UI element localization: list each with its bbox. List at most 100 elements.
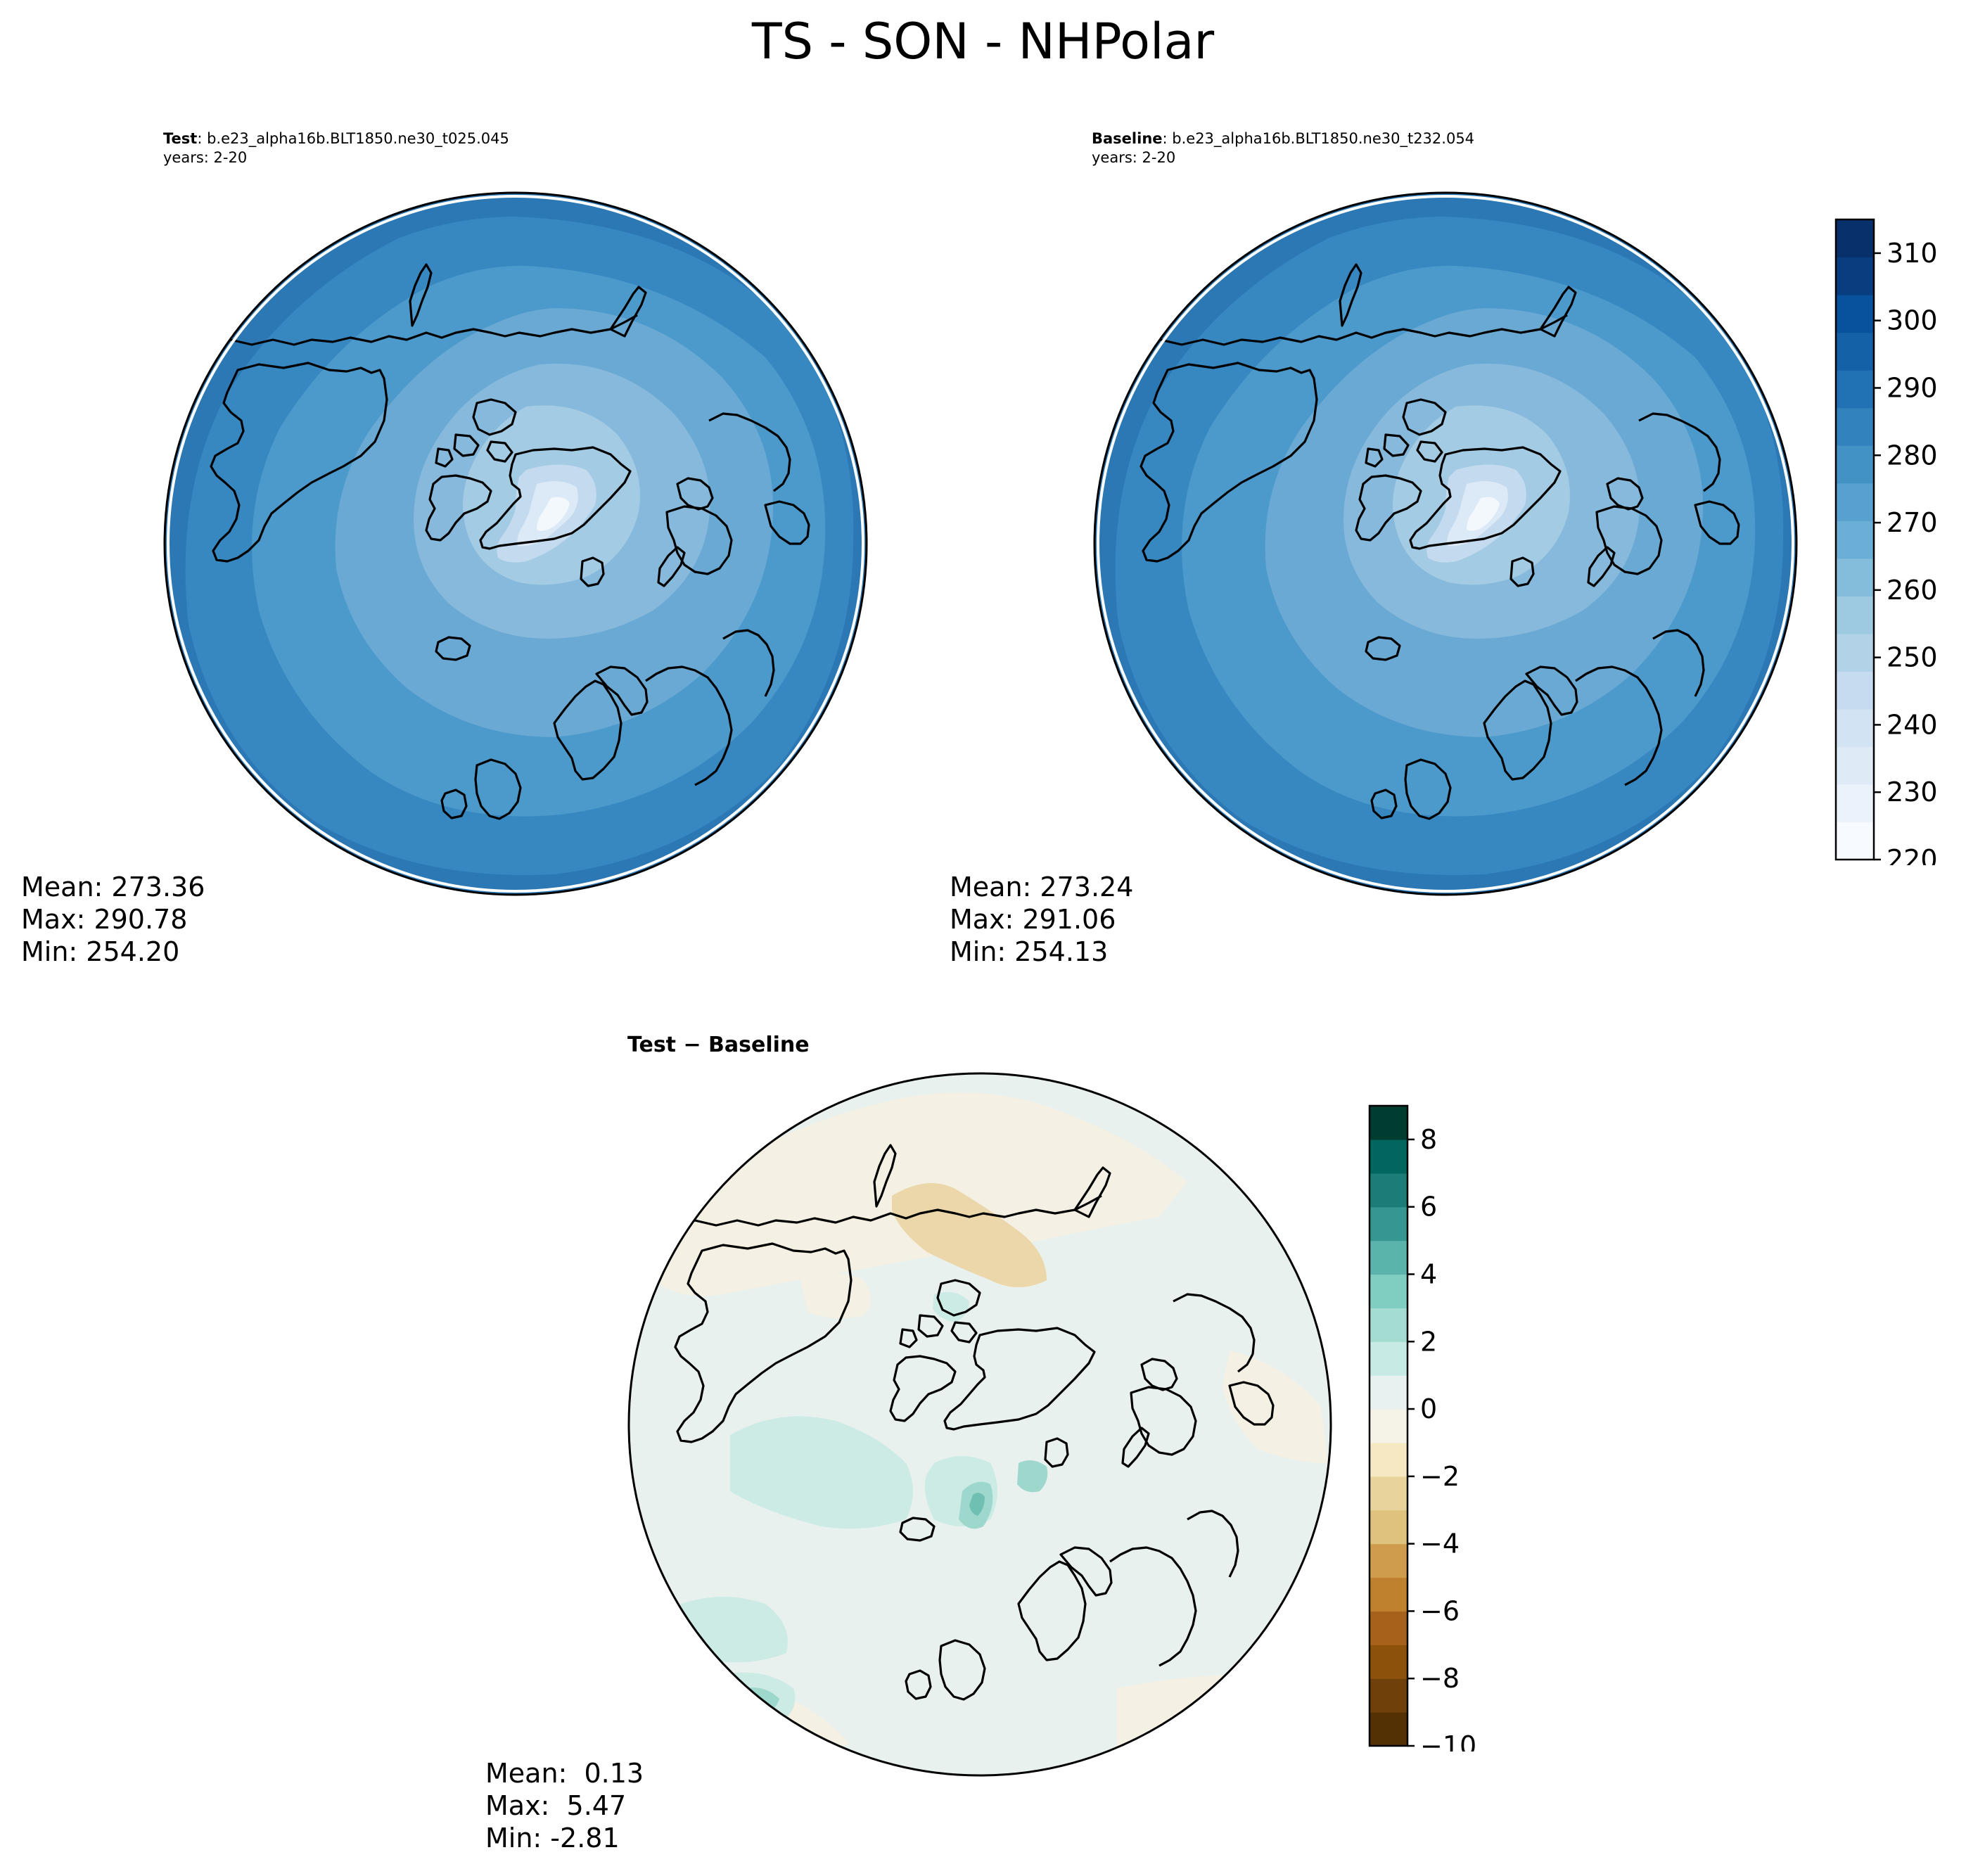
colorbar-main-segment bbox=[1836, 822, 1874, 860]
diff-coastline bbox=[899, 1517, 936, 1542]
colorbar-diff-segment bbox=[1370, 1341, 1408, 1376]
baseline-min: Min: 254.13 bbox=[950, 936, 1109, 967]
test-coastline bbox=[474, 758, 522, 820]
colorbar-main-tick-label: 300 bbox=[1887, 305, 1938, 336]
colorbar-main-tick-label: 270 bbox=[1887, 507, 1938, 538]
test-coastline bbox=[645, 665, 733, 786]
colorbar-main-segment bbox=[1836, 219, 1874, 258]
diff-contour-region bbox=[969, 1493, 985, 1516]
test-coastline bbox=[435, 447, 454, 468]
colorbar-main-tick-label: 240 bbox=[1887, 709, 1938, 740]
diff-coastline bbox=[905, 1669, 932, 1700]
baseline-stats: Mean: 273.24 Max: 291.06 Min: 254.13 bbox=[950, 871, 1133, 968]
colorbar-diff-segment bbox=[1370, 1106, 1408, 1140]
figure-title: TS - SON - NHPolar bbox=[751, 13, 1215, 70]
baseline-filled-contours bbox=[1094, 192, 1797, 895]
diff-contour-region bbox=[800, 1273, 871, 1318]
test-coastline bbox=[764, 500, 810, 545]
diff-coastline bbox=[1187, 1510, 1239, 1578]
colorbar-main-segment bbox=[1836, 558, 1874, 596]
baseline-coastline bbox=[1638, 412, 1721, 492]
baseline-coastline bbox=[1525, 665, 1578, 716]
baseline-coastline bbox=[1355, 474, 1422, 542]
diff-stats: Mean: 0.13 Max: 5.47 Min: -2.81 bbox=[485, 1757, 644, 1854]
baseline-map bbox=[1090, 189, 1801, 902]
diff-coastline bbox=[950, 1321, 978, 1344]
colorbar-diff-segment bbox=[1370, 1442, 1408, 1477]
test-case: : b.e23_alpha16b.BLT1850.ne30_t025.045 bbox=[197, 130, 509, 147]
colorbar-main-segment bbox=[1836, 445, 1874, 484]
colorbar-diff-tick-label: −8 bbox=[1420, 1663, 1460, 1694]
diff-coastline bbox=[1073, 1166, 1111, 1218]
diff-coastline bbox=[1044, 1437, 1069, 1468]
diff-coastline bbox=[653, 1194, 1102, 1234]
diff-contour-region bbox=[1117, 1674, 1328, 1776]
test-years: years: 2-20 bbox=[163, 149, 248, 166]
diff-coastline bbox=[1173, 1293, 1256, 1373]
test-map-boundary bbox=[163, 191, 868, 896]
diff-coastline bbox=[1140, 1358, 1178, 1391]
baseline-coastline bbox=[1402, 398, 1447, 436]
test-min: Min: 254.20 bbox=[21, 936, 180, 967]
test-coastline bbox=[440, 789, 468, 819]
colorbar-diff-tick-label: 4 bbox=[1420, 1258, 1437, 1289]
test-coastline bbox=[409, 263, 433, 327]
baseline-case: : b.e23_alpha16b.BLT1850.ne30_t232.054 bbox=[1162, 130, 1475, 147]
colorbar-diff-segment bbox=[1370, 1611, 1408, 1645]
test-coastline bbox=[486, 440, 513, 463]
test-filled-contours bbox=[164, 192, 867, 895]
test-coastline bbox=[472, 398, 517, 436]
colorbar-main-segment bbox=[1836, 257, 1874, 295]
baseline-mean: Mean: 273.24 bbox=[950, 872, 1134, 902]
colorbar-main-segment bbox=[1836, 483, 1874, 521]
diff-coastline bbox=[1109, 1546, 1197, 1667]
colorbar-main-tick-label: 310 bbox=[1887, 238, 1938, 269]
diff-contour-region bbox=[1017, 1460, 1048, 1493]
diff-contour-region bbox=[892, 1183, 1047, 1287]
test-coastline bbox=[435, 636, 471, 661]
colorbar-diff-tick-label: −2 bbox=[1420, 1461, 1460, 1492]
diff-coastline bbox=[674, 1242, 853, 1443]
colorbar-diff-tick-label: 6 bbox=[1420, 1192, 1437, 1223]
baseline-coastline bbox=[1694, 500, 1740, 545]
diff-map bbox=[625, 1069, 1335, 1782]
colorbar-diff-segment bbox=[1370, 1139, 1408, 1174]
diff-max: Max: 5.47 bbox=[485, 1790, 627, 1821]
test-subtitle: Test: b.e23_alpha16b.BLT1850.ne30_t025.0… bbox=[163, 129, 509, 167]
diff-coastline bbox=[1130, 1386, 1197, 1456]
baseline-coastline bbox=[1140, 362, 1318, 563]
diff-coastline bbox=[938, 1639, 986, 1701]
baseline-coastline bbox=[1119, 314, 1568, 353]
baseline-max: Max: 291.06 bbox=[950, 904, 1116, 935]
diff-coastline bbox=[1121, 1427, 1150, 1468]
baseline-coastline bbox=[1365, 636, 1401, 661]
colorbar-main-tick-label: 260 bbox=[1887, 575, 1938, 606]
colorbar-main-segment bbox=[1836, 370, 1874, 409]
diff-min: Min: -2.81 bbox=[485, 1823, 620, 1853]
baseline-coastline bbox=[1416, 440, 1443, 463]
baseline-coastline bbox=[1509, 556, 1535, 587]
baseline-coastline bbox=[1539, 286, 1577, 338]
test-coastline bbox=[425, 474, 492, 542]
colorbar-main-frame bbox=[1834, 218, 1875, 861]
test-contour-region bbox=[537, 497, 570, 531]
test-coastline bbox=[595, 665, 649, 716]
colorbar-main-segment bbox=[1836, 784, 1874, 823]
test-coastline bbox=[210, 362, 388, 563]
diff-coastline bbox=[1228, 1381, 1275, 1426]
test-coastline bbox=[665, 505, 733, 575]
baseline-coastline bbox=[1404, 758, 1452, 820]
baseline-coastline bbox=[1409, 446, 1562, 550]
baseline-map-boundary-inner bbox=[1097, 195, 1794, 893]
diff-coastline bbox=[917, 1314, 944, 1338]
colorbar-main-segment bbox=[1836, 633, 1874, 672]
baseline-coastlines bbox=[1119, 263, 1781, 820]
colorbar-diff-segment bbox=[1370, 1173, 1408, 1208]
colorbar-diff-segment bbox=[1370, 1308, 1408, 1342]
colorbar-main-segment bbox=[1836, 407, 1874, 446]
colorbar-diff-tick-label: −6 bbox=[1420, 1595, 1460, 1626]
colorbar-main: 310 300 290 280 270 260 250 240 230 220 bbox=[1834, 218, 1961, 875]
test-coastline bbox=[722, 629, 775, 697]
colorbar-main-tick-label: 290 bbox=[1887, 372, 1938, 403]
diff-coastline bbox=[1282, 1184, 1315, 1221]
